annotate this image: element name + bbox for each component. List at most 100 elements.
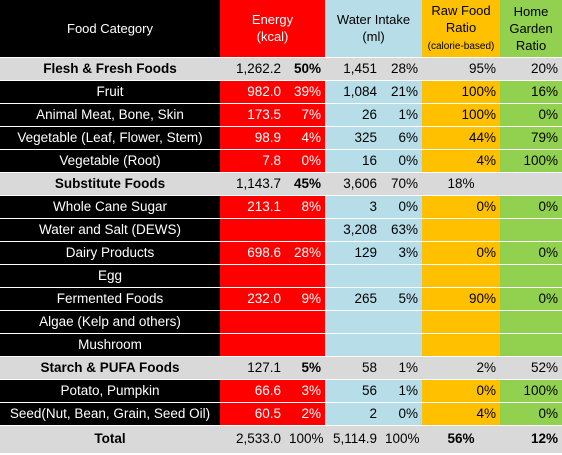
energy-percent: 2% [285,402,326,426]
water-percent: 63% [381,218,423,242]
row-name: Water and Salt (DEWS) [0,218,220,242]
energy-value: 60.5 [220,402,285,426]
water-value: 325 [325,126,382,150]
raw-ratio: 100% [422,103,501,127]
energy-percent: 0% [285,149,326,173]
energy-value: 213.1 [220,195,285,219]
water-value [325,333,382,357]
water-percent: 28% [381,57,423,81]
row-name: Vegetable (Root) [0,149,220,173]
table-row: Mushroom [0,333,562,357]
energy-percent [285,310,326,334]
energy-percent [285,218,326,242]
total-home-ratio: 12% [500,425,562,454]
water-value: 1,451 [325,57,382,81]
raw-ratio: 0% [422,379,501,403]
row-name: Vegetable (Leaf, Flower, Stem) [0,126,220,150]
row-name: Fermented Foods [0,287,220,311]
header-home-garden-ratio: Home Garden Ratio [500,0,562,58]
total-energy-percent: 100% [285,425,326,454]
water-percent: 70% [381,172,423,196]
energy-value: 127.1 [220,356,285,380]
header-food-category: Food Category [0,0,220,58]
energy-value [220,310,285,334]
raw-ratio: 2% [422,356,501,380]
table-row: Whole Cane Sugar 213.1 8% 3 0% 0% 0% [0,195,562,219]
row-name: Whole Cane Sugar [0,195,220,219]
category-row: Flesh & Fresh Foods 1,262.2 50% 1,451 28… [0,57,562,81]
raw-ratio: 44% [422,126,501,150]
total-label: Total [0,425,220,454]
home-ratio: 52% [500,356,562,380]
water-value [325,264,382,288]
energy-value: 1,262.2 [220,57,285,81]
water-percent [381,264,423,288]
energy-value: 1,143.7 [220,172,285,196]
energy-percent: 8% [285,195,326,219]
home-ratio: 100% [500,149,562,173]
table-row: Potato, Pumpkin 66.6 3% 56 1% 0% 100% [0,379,562,403]
energy-percent: 9% [285,287,326,311]
water-value: 58 [325,356,382,380]
raw-ratio [422,333,501,357]
energy-percent: 5% [285,356,326,380]
water-percent: 0% [381,195,423,219]
home-ratio: 20% [500,57,562,81]
table-row: Egg [0,264,562,288]
row-name: Flesh & Fresh Foods [0,57,220,81]
water-percent: 21% [381,80,423,104]
water-value: 265 [325,287,382,311]
home-ratio: 0% [500,241,562,265]
raw-ratio [422,218,501,242]
water-percent: 5% [381,287,423,311]
water-value: 56 [325,379,382,403]
energy-value: 698.6 [220,241,285,265]
water-percent: 3% [381,241,423,265]
raw-ratio: 4% [422,149,501,173]
home-ratio [500,264,562,288]
header-energy: Energy (kcal) [220,0,326,58]
table-row: Vegetable (Leaf, Flower, Stem) 98.9 4% 3… [0,126,562,150]
water-percent: 1% [381,356,423,380]
raw-ratio: 95% [422,57,501,81]
home-ratio: 100% [500,379,562,403]
energy-value: 98.9 [220,126,285,150]
row-name: Seed(Nut, Bean, Grain, Seed Oil) [0,402,220,426]
water-value: 3,606 [325,172,382,196]
energy-percent: 50% [285,57,326,81]
water-percent: 0% [381,149,423,173]
water-value: 3 [325,195,382,219]
water-value: 16 [325,149,382,173]
total-water-percent: 100% [381,425,423,454]
table-row: Algae (Kelp and others) [0,310,562,334]
home-ratio [500,218,562,242]
energy-percent: 45% [285,172,326,196]
home-ratio [500,333,562,357]
table-row: Fruit 982.0 39% 1,084 21% 100% 16% [0,80,562,104]
energy-value [220,218,285,242]
energy-percent: 39% [285,80,326,104]
energy-percent: 28% [285,241,326,265]
water-percent: 0% [381,402,423,426]
energy-value: 173.5 [220,103,285,127]
home-ratio: 16% [500,80,562,104]
water-percent: 1% [381,379,423,403]
water-value: 2 [325,402,382,426]
table-row: Dairy Products 698.6 28% 129 3% 0% 0% [0,241,562,265]
row-name: Mushroom [0,333,220,357]
table-row: Animal Meat, Bone, Skin 173.5 7% 26 1% 1… [0,103,562,127]
home-ratio: 0% [500,402,562,426]
raw-ratio: 0% [422,195,501,219]
total-row: Total 2,533.0 100% 5,114.9 100% 56% 12% [0,425,562,454]
category-row: Substitute Foods 1,143.7 45% 3,606 70% 1… [0,172,562,196]
row-name: Substitute Foods [0,172,220,196]
energy-percent [285,333,326,357]
row-name: Animal Meat, Bone, Skin [0,103,220,127]
category-row: Starch & PUFA Foods 127.1 5% 58 1% 2% 52… [0,356,562,380]
row-name: Starch & PUFA Foods [0,356,220,380]
raw-ratio [422,310,501,334]
total-water-value: 5,114.9 [325,425,382,454]
header-water-intake: Water Intake (ml) [325,0,423,58]
row-name: Algae (Kelp and others) [0,310,220,334]
